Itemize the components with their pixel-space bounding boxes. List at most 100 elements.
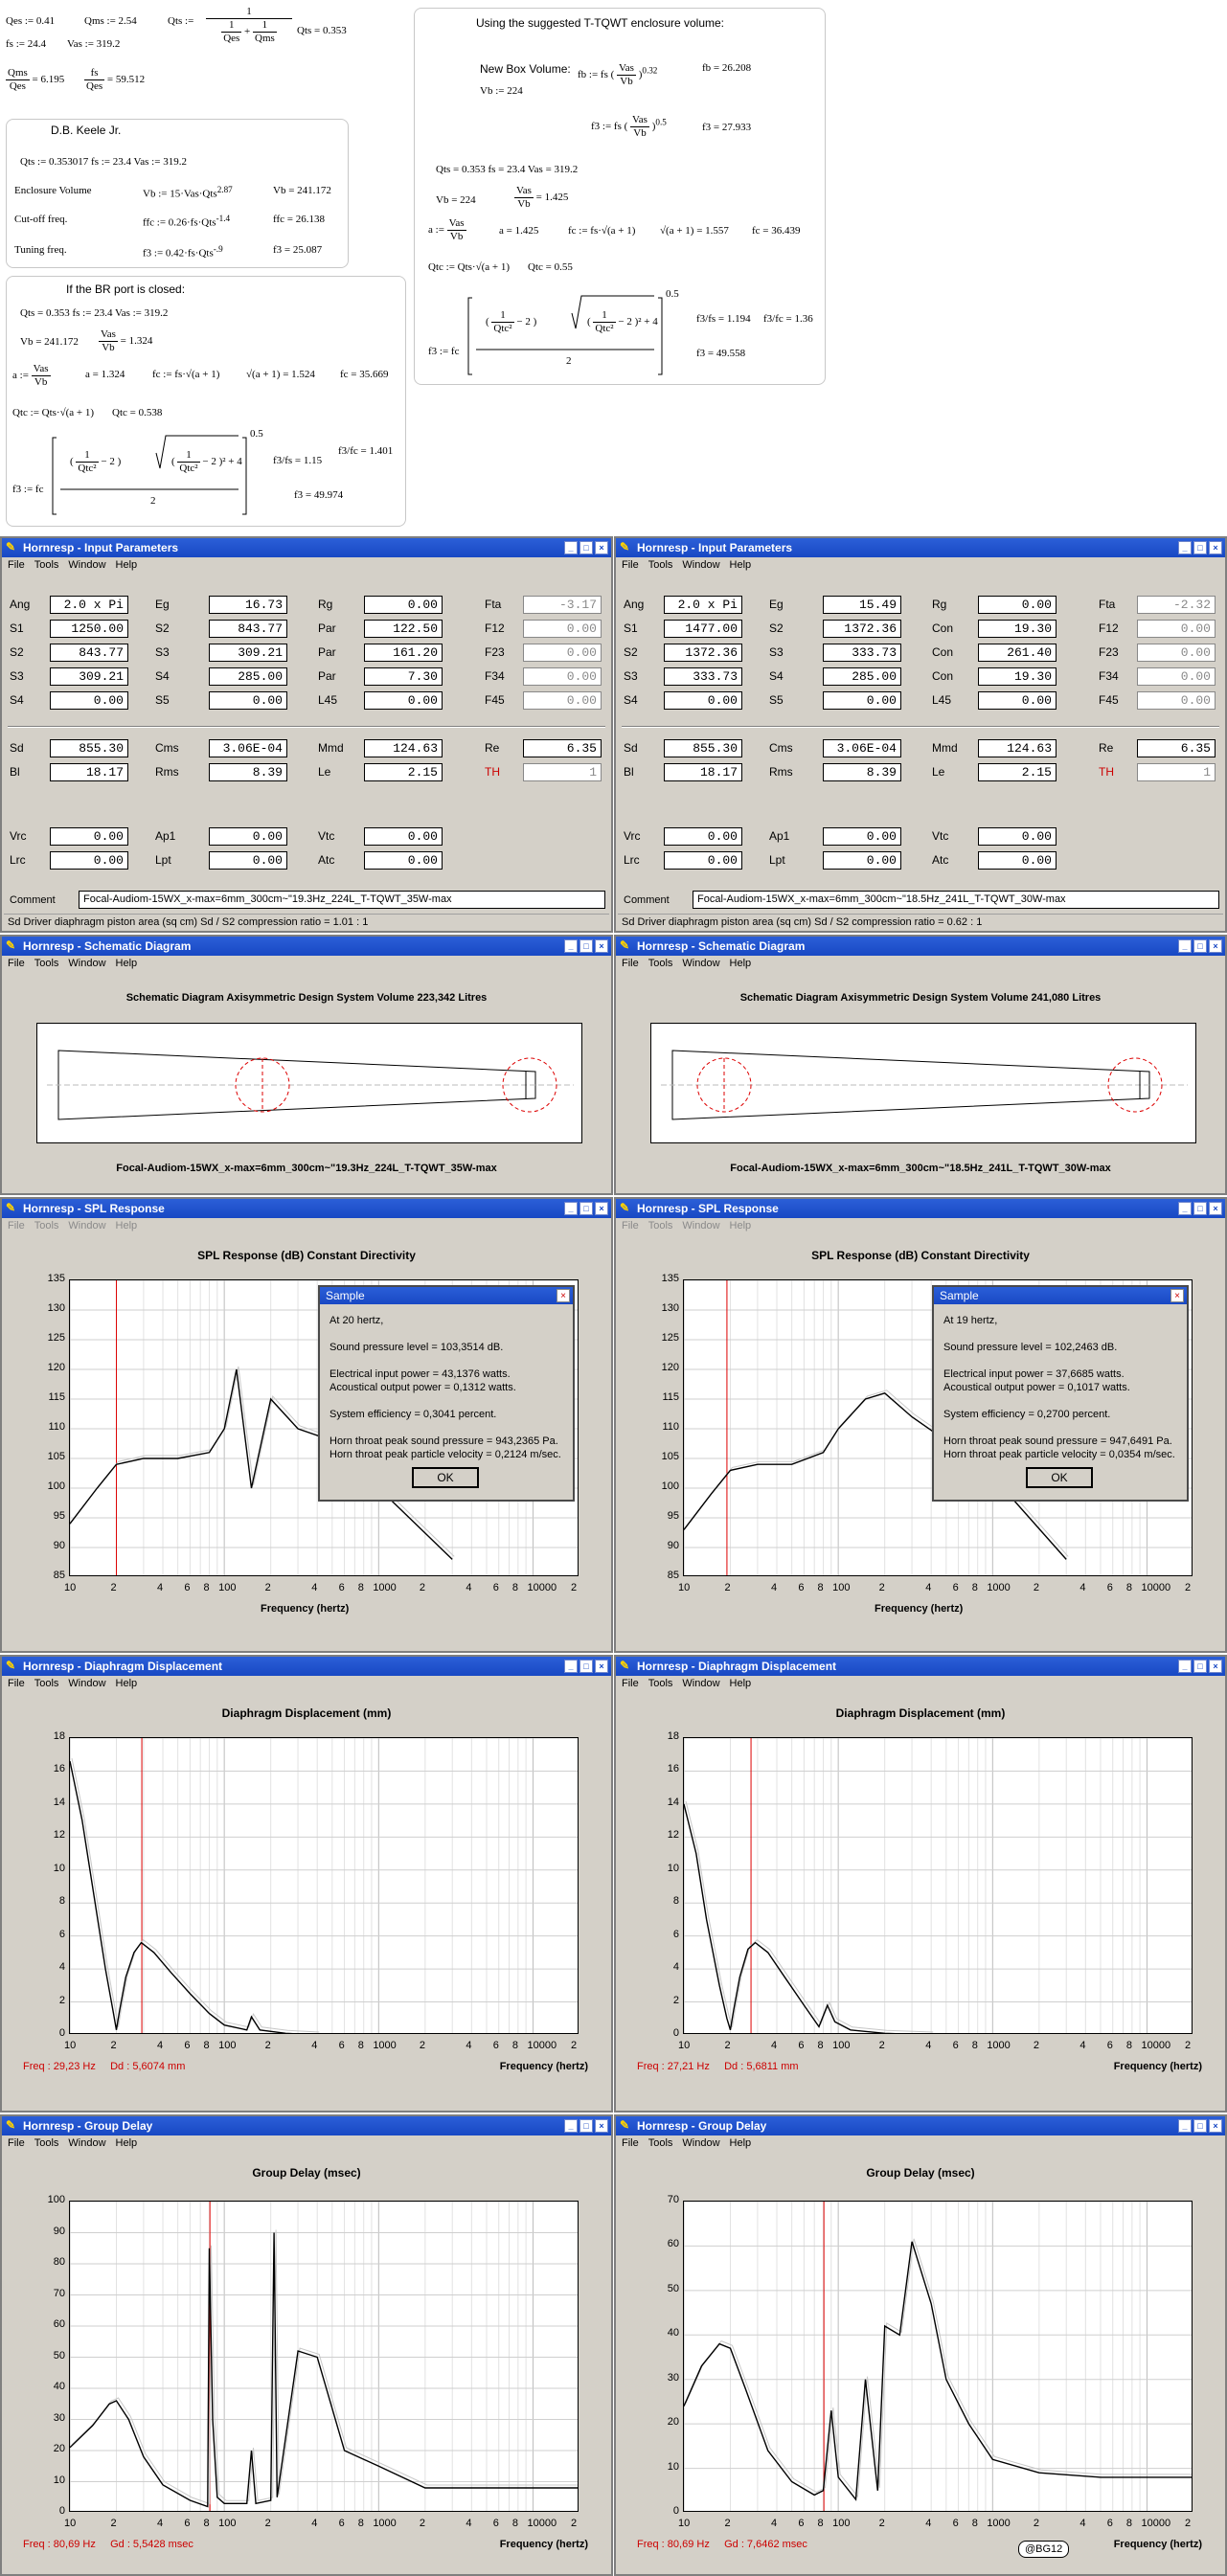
param-field[interactable]: 124.63 (364, 739, 443, 757)
menu-help[interactable]: Help (115, 1678, 138, 1689)
menu-window[interactable]: Window (682, 1220, 720, 1232)
param-field[interactable]: 1 (523, 763, 602, 781)
dialog-titlebar[interactable]: Sample × (320, 1287, 573, 1304)
param-field[interactable]: 0.00 (664, 827, 742, 846)
param-field[interactable]: 8.39 (209, 763, 287, 781)
param-field[interactable]: 0.00 (50, 851, 128, 870)
param-field[interactable]: 1250.00 (50, 620, 128, 638)
close-icon[interactable]: × (595, 1202, 608, 1215)
minimize-icon[interactable]: _ (1178, 1660, 1192, 1673)
param-field[interactable]: 261.40 (978, 644, 1057, 662)
param-field[interactable]: 0.00 (978, 691, 1057, 710)
close-icon[interactable]: × (595, 2119, 608, 2133)
param-field[interactable]: 15.49 (823, 596, 901, 614)
close-icon[interactable]: × (1209, 939, 1222, 953)
comment-field[interactable]: Focal-Audiom-15WX_x-max=6mm_300cm~"18.5H… (693, 891, 1219, 909)
maximize-icon[interactable]: □ (579, 2119, 593, 2133)
menu-tools[interactable]: Tools (648, 958, 673, 969)
param-field[interactable]: -3.17 (523, 596, 602, 614)
menu-file[interactable]: File (622, 958, 639, 969)
param-field[interactable]: 18.17 (50, 763, 128, 781)
close-icon[interactable]: × (595, 939, 608, 953)
window-titlebar[interactable]: ✎ Hornresp - Schematic Diagram _ □ × (616, 937, 1225, 956)
menu-window[interactable]: Window (68, 559, 106, 571)
param-field[interactable]: 333.73 (664, 667, 742, 686)
menu-help[interactable]: Help (729, 1220, 752, 1232)
comment-field[interactable]: Focal-Audiom-15WX_x-max=6mm_300cm~"19.3H… (79, 891, 605, 909)
param-field[interactable]: 0.00 (978, 851, 1057, 870)
param-field[interactable]: 843.77 (209, 620, 287, 638)
maximize-icon[interactable]: □ (1193, 1660, 1207, 1673)
param-field[interactable]: 333.73 (823, 644, 901, 662)
param-field[interactable]: 124.63 (978, 739, 1057, 757)
menu-help[interactable]: Help (115, 958, 138, 969)
param-field[interactable]: 2.0 x Pi (50, 596, 128, 614)
param-field[interactable]: 6.35 (523, 739, 602, 757)
window-titlebar[interactable]: ✎ Hornresp - Group Delay _ □ × (2, 2116, 611, 2135)
menu-tools[interactable]: Tools (34, 1678, 59, 1689)
param-field[interactable]: 0.00 (823, 851, 901, 870)
maximize-icon[interactable]: □ (1193, 1202, 1207, 1215)
menu-file[interactable]: File (622, 2137, 639, 2149)
menu-window[interactable]: Window (68, 1220, 106, 1232)
param-field[interactable]: 0.00 (1137, 620, 1216, 638)
param-field[interactable]: 1372.36 (823, 620, 901, 638)
menu-file[interactable]: File (622, 559, 639, 571)
param-field[interactable]: 3.06E-04 (823, 739, 901, 757)
close-icon[interactable]: × (1209, 1660, 1222, 1673)
maximize-icon[interactable]: □ (579, 1660, 593, 1673)
param-field[interactable]: 0.00 (1137, 691, 1216, 710)
param-field[interactable]: 0.00 (1137, 667, 1216, 686)
param-field[interactable]: 0.00 (1137, 644, 1216, 662)
minimize-icon[interactable]: _ (564, 939, 578, 953)
close-icon[interactable]: × (1170, 1289, 1184, 1302)
window-titlebar[interactable]: ✎ Hornresp - Group Delay _ □ × (616, 2116, 1225, 2135)
menu-file[interactable]: File (622, 1220, 639, 1232)
window-titlebar[interactable]: ✎ Hornresp - SPL Response _ □ × (2, 1199, 611, 1218)
minimize-icon[interactable]: _ (1178, 541, 1192, 554)
param-field[interactable]: 0.00 (364, 827, 443, 846)
param-field[interactable]: 161.20 (364, 644, 443, 662)
param-field[interactable]: 0.00 (364, 851, 443, 870)
menu-window[interactable]: Window (682, 559, 720, 571)
param-field[interactable]: 2.0 x Pi (664, 596, 742, 614)
menu-file[interactable]: File (8, 958, 25, 969)
window-titlebar[interactable]: ✎ Hornresp - Diaphragm Displacement _ □ × (616, 1657, 1225, 1676)
param-field[interactable]: 0.00 (823, 827, 901, 846)
close-icon[interactable]: × (557, 1289, 570, 1302)
param-field[interactable]: 0.00 (823, 691, 901, 710)
param-field[interactable]: 0.00 (523, 667, 602, 686)
param-field[interactable]: 855.30 (50, 739, 128, 757)
menu-window[interactable]: Window (682, 2137, 720, 2149)
menu-help[interactable]: Help (729, 2137, 752, 2149)
param-field[interactable]: 1 (1137, 763, 1216, 781)
param-field[interactable]: 0.00 (523, 620, 602, 638)
window-titlebar[interactable]: ✎ Hornresp - Input Parameters _ □ × (2, 538, 611, 557)
param-field[interactable]: 0.00 (664, 691, 742, 710)
close-icon[interactable]: × (1209, 2119, 1222, 2133)
param-field[interactable]: 2.15 (978, 763, 1057, 781)
minimize-icon[interactable]: _ (1178, 1202, 1192, 1215)
menu-tools[interactable]: Tools (648, 1678, 673, 1689)
param-field[interactable]: 2.15 (364, 763, 443, 781)
param-field[interactable]: 19.30 (978, 620, 1057, 638)
minimize-icon[interactable]: _ (564, 1202, 578, 1215)
param-field[interactable]: 0.00 (664, 851, 742, 870)
param-field[interactable]: 0.00 (364, 691, 443, 710)
param-field[interactable]: 0.00 (523, 644, 602, 662)
menu-window[interactable]: Window (68, 1678, 106, 1689)
maximize-icon[interactable]: □ (1193, 541, 1207, 554)
menu-window[interactable]: Window (68, 958, 106, 969)
param-field[interactable]: 1477.00 (664, 620, 742, 638)
menu-help[interactable]: Help (115, 1220, 138, 1232)
ok-button[interactable]: OK (412, 1467, 479, 1488)
minimize-icon[interactable]: _ (1178, 2119, 1192, 2133)
minimize-icon[interactable]: _ (564, 2119, 578, 2133)
maximize-icon[interactable]: □ (579, 541, 593, 554)
menu-tools[interactable]: Tools (34, 1220, 59, 1232)
ok-button[interactable]: OK (1026, 1467, 1093, 1488)
param-field[interactable]: 0.00 (209, 691, 287, 710)
dialog-titlebar[interactable]: Sample × (934, 1287, 1187, 1304)
menu-help[interactable]: Help (729, 1678, 752, 1689)
param-field[interactable]: 16.73 (209, 596, 287, 614)
